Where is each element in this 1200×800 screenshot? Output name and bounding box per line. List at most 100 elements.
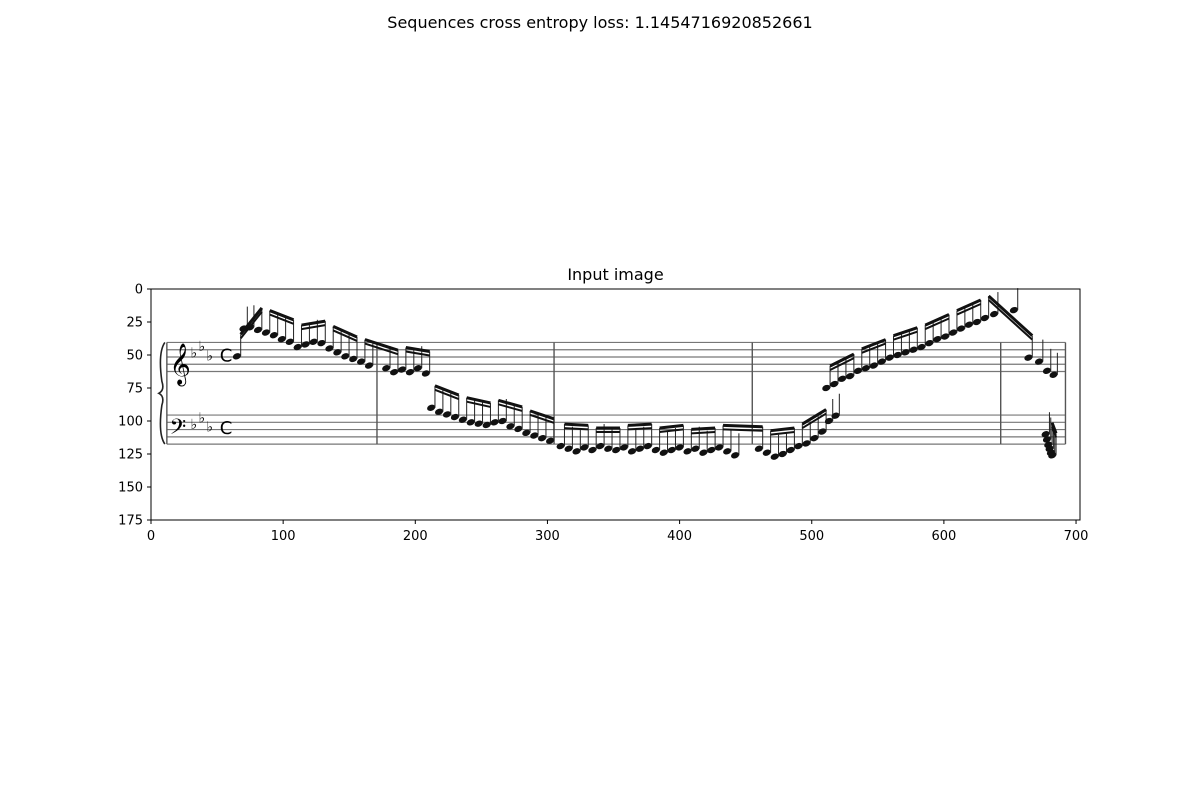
note-head	[325, 345, 334, 352]
note-head	[754, 445, 763, 452]
bass-clef: 𝄢	[170, 415, 187, 445]
note-head	[794, 442, 803, 450]
note-head	[901, 349, 910, 356]
x-tick-label: 100	[271, 529, 296, 544]
note-beam	[987, 299, 1033, 341]
note-beam	[801, 408, 827, 426]
y-axis: 0 25 50 75 100 125 150 175	[118, 283, 151, 529]
note-head	[522, 429, 531, 437]
note-head	[333, 349, 342, 356]
note-beam	[434, 388, 460, 400]
note-beam	[364, 342, 399, 356]
note-head	[482, 421, 491, 429]
note-beam	[1051, 426, 1057, 438]
note-beam	[529, 409, 555, 421]
note-head	[770, 453, 779, 460]
note-beam	[770, 431, 795, 436]
note-beam	[956, 298, 982, 312]
note-head	[490, 419, 499, 426]
note-head	[564, 445, 573, 452]
note-head	[778, 450, 787, 458]
note-beam	[627, 427, 652, 431]
note-head	[845, 372, 855, 380]
flat-sign: ♭	[207, 420, 214, 436]
note-head	[269, 332, 278, 339]
note-beam	[924, 317, 950, 330]
note-head	[917, 343, 926, 351]
note-beam	[691, 426, 716, 431]
note-head	[341, 353, 350, 360]
note-beam	[723, 428, 763, 432]
figure-suptitle: Sequences cross entropy loss: 1.14547169…	[387, 13, 813, 32]
x-tick-label: 400	[667, 529, 692, 544]
note-head	[390, 368, 399, 376]
note-head	[877, 358, 886, 365]
x-axis: 0 100 200 300 400 500 600 700	[147, 520, 1088, 544]
note-beam	[659, 423, 684, 430]
note-head	[651, 446, 660, 454]
note-head	[458, 416, 467, 423]
note-head	[612, 446, 621, 454]
note-head	[941, 333, 950, 340]
flat-sign: ♭	[191, 417, 198, 433]
note-head	[933, 335, 942, 343]
note-head	[822, 384, 831, 392]
note-beam	[564, 422, 589, 427]
note-head	[450, 413, 460, 421]
note-beam	[893, 326, 918, 338]
note-beam	[466, 396, 491, 405]
note-beam	[829, 357, 855, 371]
note-beam	[529, 413, 555, 424]
note-head	[893, 351, 902, 359]
note-head	[810, 434, 819, 442]
note-head	[398, 366, 407, 373]
note-head	[261, 329, 271, 336]
note-head	[627, 448, 637, 455]
y-tick-label: 25	[126, 316, 143, 331]
y-tick-label: 125	[118, 448, 143, 463]
note-head	[830, 380, 839, 388]
note-head	[317, 339, 326, 347]
y-tick-label: 175	[118, 514, 143, 529]
note-beam	[301, 324, 326, 331]
note-beam	[956, 303, 982, 316]
note-head	[277, 335, 286, 343]
staff-brace	[157, 342, 166, 445]
note-beam	[1050, 422, 1058, 434]
note-head	[980, 314, 989, 322]
note-beam	[893, 330, 918, 341]
note-beam	[364, 338, 399, 352]
note-head	[514, 425, 523, 433]
treble-clef: 𝄞	[170, 343, 191, 386]
note-head	[824, 417, 833, 425]
note-beam	[301, 319, 326, 327]
note-head	[838, 375, 847, 382]
note-head	[659, 449, 668, 456]
note-beam	[829, 352, 855, 368]
note-beam	[269, 309, 295, 322]
note-beam	[627, 422, 652, 427]
y-tick-label: 0	[135, 283, 143, 298]
time-signature: C	[220, 346, 233, 367]
y-tick-label: 100	[118, 415, 143, 430]
note-head	[604, 445, 613, 452]
note-head	[885, 354, 894, 361]
note-head	[1049, 371, 1058, 378]
note-head	[818, 428, 827, 435]
time-signature: C	[220, 418, 233, 439]
note-head	[498, 417, 507, 425]
note-head	[731, 452, 740, 459]
note-head	[466, 419, 475, 426]
note-head	[1034, 358, 1044, 365]
note-head	[435, 408, 444, 415]
note-head	[715, 444, 724, 451]
flat-sign: ♭	[199, 339, 206, 355]
note-head	[762, 449, 771, 456]
note-head	[596, 442, 605, 450]
note-beam	[466, 400, 491, 408]
note-head	[580, 444, 589, 451]
note-head	[802, 440, 811, 447]
note-head	[1042, 436, 1052, 443]
note-beam	[564, 427, 589, 431]
note-head	[293, 343, 302, 351]
